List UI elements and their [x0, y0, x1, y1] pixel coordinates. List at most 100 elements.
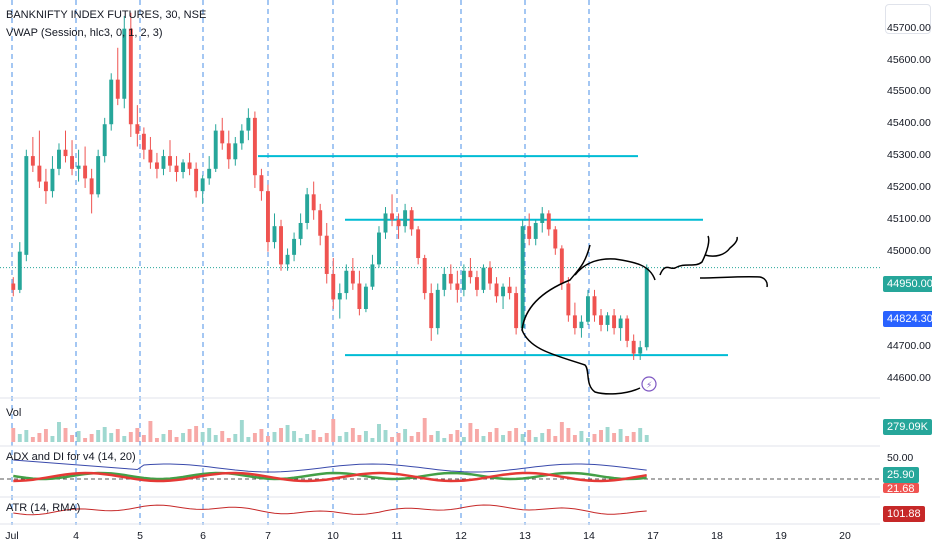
adx-tick: 50.00 [887, 452, 914, 464]
volume-bar [148, 421, 153, 442]
volume-bar [631, 432, 636, 442]
volume-bar [194, 426, 199, 442]
x-tick-label: 6 [200, 530, 206, 542]
candle-body [57, 149, 61, 169]
volume-bar [96, 430, 101, 442]
candle-body [370, 264, 375, 287]
volume-bar [350, 428, 355, 442]
candle-body [612, 315, 617, 329]
candle-body [311, 194, 316, 211]
y-tick-label: 45500.00 [887, 85, 931, 98]
candle-body [168, 156, 172, 166]
candle-body [416, 229, 421, 259]
adx-label[interactable]: ADX and DI for v4 (14, 20) [6, 451, 136, 463]
volume-bar [612, 433, 617, 442]
candle-body [200, 178, 205, 192]
volume-bar [102, 427, 107, 442]
volume-bar [331, 419, 336, 442]
candle-body [213, 130, 218, 169]
candle-body [252, 117, 257, 176]
candle-body [305, 194, 310, 223]
volume-bar [559, 422, 564, 442]
candle-body [396, 219, 401, 227]
candle-body [435, 289, 440, 329]
candle-body [266, 191, 270, 243]
candle-body [429, 293, 434, 329]
y-tick-label: 45000.00 [887, 244, 931, 257]
volume-bar [337, 436, 342, 442]
volume-bar [11, 428, 16, 442]
candle-series [11, 12, 649, 360]
svg-text:⚡: ⚡ [646, 381, 652, 391]
candle-body [331, 273, 336, 300]
volume-bar [527, 430, 532, 442]
candle-body [442, 273, 447, 290]
volume-bar [50, 436, 55, 442]
volume-bar [220, 431, 225, 442]
volume-bar [122, 436, 127, 442]
candle-body [181, 162, 186, 173]
volume-bar [305, 434, 310, 442]
volume-bar [586, 438, 590, 442]
volume-bar [396, 433, 401, 442]
candle-body [220, 130, 225, 144]
x-tick-label: 14 [583, 530, 595, 542]
last-price-tag: 44950.00 [883, 276, 932, 292]
volume-bar [57, 422, 61, 442]
candle-body [586, 296, 590, 322]
volume-bar [572, 435, 577, 442]
volume-bar [638, 428, 643, 442]
x-tick-label: 19 [775, 530, 787, 542]
volume-bar [135, 428, 140, 442]
volume-bars [11, 418, 649, 442]
volume-bar [70, 435, 74, 442]
volume-bar [63, 428, 68, 442]
volume-bar [481, 436, 486, 442]
volume-bar [154, 438, 159, 442]
adx-line [13, 459, 647, 473]
volume-bar [344, 432, 349, 442]
candle-body [76, 165, 81, 169]
volume-bar [429, 435, 434, 442]
candle-body [559, 248, 564, 284]
candle-body [350, 270, 355, 284]
di-minus-line [13, 471, 647, 483]
candle-body [625, 318, 630, 341]
volume-bar [494, 428, 499, 442]
volume-bar [533, 437, 538, 442]
x-tick-label: 5 [137, 530, 143, 542]
y-tick-label: 44700.00 [887, 340, 931, 353]
candle-body [631, 340, 636, 354]
candle-body [533, 222, 538, 239]
volume-bar [625, 436, 630, 442]
volume-bar [43, 429, 48, 442]
x-tick-label: 10 [327, 530, 339, 542]
volume-bar [17, 434, 22, 442]
volume-bar [416, 432, 421, 442]
candle-body [24, 156, 29, 255]
vwap-indicator-label[interactable]: VWAP (Session, hlc3, 0, 1, 2, 3) [6, 27, 163, 39]
candle-body [135, 124, 140, 134]
candle-body [638, 347, 643, 354]
volume-bar [461, 437, 466, 442]
atr-line [13, 504, 647, 516]
volume-bar [579, 431, 584, 442]
atr-label[interactable]: ATR (14, RMA) [6, 502, 81, 514]
x-tick-label: 12 [455, 530, 467, 542]
volume-bar [246, 437, 251, 442]
candle-body [292, 238, 297, 255]
volume-bar [285, 425, 290, 442]
volume-bar [357, 435, 362, 442]
volume-bar [599, 430, 603, 442]
grid-layer [0, 0, 880, 525]
candle-body [618, 318, 623, 329]
adx-lines [13, 459, 647, 483]
y-tick-label: 44600.00 [887, 372, 931, 385]
candle-body [102, 124, 107, 157]
volume-bar [501, 435, 506, 442]
top-right-button[interactable] [885, 4, 931, 34]
y-tick-label: 45200.00 [887, 180, 931, 193]
candle-body [520, 226, 525, 329]
candle-body [154, 162, 159, 169]
